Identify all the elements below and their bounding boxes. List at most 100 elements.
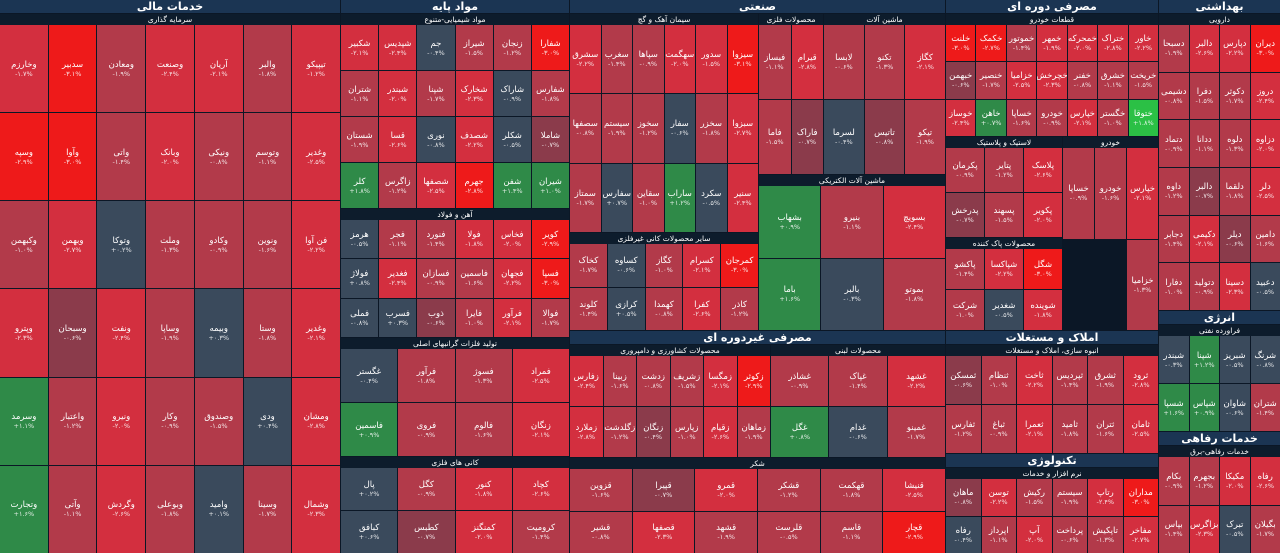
stock-tile[interactable]: خاهن +۰.۷% — [976, 99, 1006, 136]
stock-tile[interactable]: آپ -۲.۰% — [1017, 516, 1052, 553]
stock-tile[interactable]: قهکمت -۱.۸% — [820, 469, 883, 511]
stock-tile[interactable]: شغدیر -۰.۵% — [985, 290, 1023, 330]
stock-tile[interactable]: فسرب +۰.۳% — [379, 298, 417, 337]
stock-tile[interactable]: کگل -۰.۹% — [398, 468, 455, 510]
stock-tile[interactable]: قلرست -۰.۵% — [758, 511, 820, 553]
stock-tile[interactable]: شبندر -۰.۳% — [1159, 336, 1189, 383]
stock-tile[interactable]: دکوثر -۱.۷% — [1220, 72, 1250, 120]
stock-tile[interactable]: سبزوا -۲.۷% — [727, 94, 758, 163]
stock-tile[interactable]: پلاسک -۲.۶% — [1024, 148, 1062, 192]
stock-tile[interactable]: خگستر -۱.۰% — [1098, 99, 1128, 136]
stock-tile[interactable]: وکادو -۰.۹% — [194, 201, 243, 289]
stock-tile[interactable]: آریان -۲.۱% — [194, 25, 243, 113]
stock-tile[interactable]: دسینا -۲.۳% — [1220, 263, 1250, 310]
stock-tile[interactable]: رکیش -۱.۵% — [1017, 479, 1052, 516]
stock-tile[interactable]: والبر -۱.۸% — [243, 25, 292, 113]
stock-tile[interactable]: وبانک -۲.۰% — [146, 113, 194, 201]
stock-tile[interactable]: اپرداز -۱.۱% — [981, 516, 1016, 553]
stock-tile[interactable]: دزاوه -۲.۰% — [1250, 120, 1280, 167]
stock-tile[interactable]: فولا -۱.۸% — [455, 220, 493, 259]
stock-tile[interactable]: سمتاز -۱.۷% — [570, 163, 601, 232]
stock-tile[interactable]: پکویر -۲.۰% — [1024, 193, 1062, 237]
stock-tile[interactable]: بزاگرس -۲.۳% — [1189, 505, 1219, 553]
stock-tile[interactable]: زمگسا -۲.۱% — [704, 356, 737, 406]
stock-tile[interactable]: ثعمرا -۲.۱% — [1017, 405, 1052, 453]
stock-tile[interactable]: شپنا +۱.۲% — [1189, 336, 1219, 383]
stock-tile[interactable]: سهگمت -۲.۰% — [664, 25, 695, 94]
stock-tile[interactable]: وصنعت -۲.۴% — [146, 25, 194, 113]
stock-tile[interactable]: قشکر -۱.۲% — [758, 469, 820, 511]
stock-tile[interactable]: شکلر -۰.۵% — [493, 117, 531, 162]
stock-tile[interactable]: خودرو -۰.۹% — [1037, 99, 1067, 136]
stock-tile[interactable]: بنیرو -۱.۱% — [821, 186, 883, 258]
stock-tile[interactable]: شپدیس -۲.۴% — [379, 25, 417, 70]
stock-tile[interactable]: فاما -۱.۵% — [759, 100, 791, 174]
stock-tile[interactable]: هرمز -۰.۵% — [341, 220, 379, 259]
stock-tile[interactable]: فخاس -۲.۰% — [493, 220, 531, 259]
stock-tile[interactable]: شاوان -۰.۶% — [1220, 384, 1250, 431]
stock-tile[interactable]: وکبهمن -۱.۰% — [0, 201, 48, 289]
stock-tile[interactable]: کگاز -۲.۱% — [905, 25, 945, 99]
stock-tile[interactable]: شپاکسا -۲.۲% — [985, 249, 1023, 289]
stock-tile[interactable]: بپاس -۱.۴% — [1159, 505, 1189, 553]
stock-tile[interactable]: پکرمان -۰.۹% — [946, 148, 984, 192]
stock-tile[interactable]: ثاخت -۲.۲% — [1017, 356, 1052, 404]
stock-tile[interactable]: وگردش -۲.۶% — [97, 465, 146, 553]
stock-tile[interactable]: ثامان -۲.۵% — [1123, 405, 1158, 453]
stock-tile[interactable]: شگل -۳.۰% — [1024, 249, 1062, 289]
stock-tile[interactable]: فیساز -۱.۱% — [759, 25, 791, 99]
stock-tile[interactable]: کخاک -۱.۷% — [570, 244, 607, 287]
stock-tile[interactable]: خبهمن -۰.۶% — [946, 62, 976, 99]
stock-tile[interactable]: شفارا -۳.۰% — [531, 25, 569, 70]
stock-tile[interactable]: تاتیس -۰.۸% — [864, 100, 905, 174]
stock-tile[interactable]: فمراد -۲.۵% — [512, 349, 569, 402]
stock-tile[interactable]: فروی -۰.۹% — [398, 403, 455, 456]
stock-tile[interactable]: وستا -۱.۸% — [243, 289, 292, 377]
stock-tile[interactable]: وسرمد +۱.۱% — [0, 377, 48, 465]
stock-tile[interactable]: ختراک -۲.۸% — [1098, 25, 1128, 62]
stock-tile[interactable]: پتایر -۱.۲% — [985, 148, 1023, 192]
stock-tile[interactable]: فجر -۱.۱% — [379, 220, 417, 259]
stock-tile[interactable]: فاسمین -۱.۶% — [455, 259, 493, 298]
stock-tile[interactable]: کنور -۱.۸% — [455, 468, 512, 510]
stock-tile[interactable]: ونیکی -۰.۸% — [194, 113, 243, 201]
stock-tile[interactable]: قصفها -۲.۳% — [632, 511, 695, 553]
stock-tile[interactable]: کرومیت -۱.۴% — [512, 511, 569, 553]
stock-tile[interactable]: دتماد -۰.۹% — [1159, 120, 1189, 167]
stock-tile[interactable]: قپیرا -۰.۷% — [632, 469, 695, 511]
stock-tile[interactable]: سکرد -۰.۵% — [696, 163, 727, 232]
stock-tile[interactable]: ثپردیس -۱.۴% — [1052, 356, 1087, 404]
stock-tile[interactable]: بکام -۰.۹% — [1159, 457, 1189, 505]
stock-tile[interactable]: ونیرو -۲.۰% — [97, 377, 146, 465]
stock-tile[interactable]: غپاک -۱.۴% — [829, 356, 887, 406]
stock-tile[interactable]: شصدف -۲.۲% — [455, 117, 493, 162]
stock-tile[interactable]: دروز -۲.۴% — [1250, 72, 1280, 120]
stock-tile[interactable]: پسهند -۱.۵% — [985, 193, 1023, 237]
stock-tile[interactable]: قسا -۲.۶% — [379, 117, 417, 162]
stock-tile[interactable]: رفاه -۰.۴% — [946, 516, 981, 553]
stock-tile[interactable]: خفنر -۰.۸% — [1067, 62, 1098, 99]
stock-tile[interactable]: کاذر -۱.۲% — [721, 287, 758, 330]
stock-tile[interactable]: زپارس -۱.۰% — [670, 407, 703, 457]
stock-tile[interactable]: وصندوق -۱.۵% — [194, 377, 243, 465]
stock-tile[interactable]: شپنا -۱.۷% — [417, 71, 455, 116]
stock-tile[interactable]: پدرخش -۰.۷% — [946, 193, 984, 237]
stock-tile[interactable]: غدام -۰.۶% — [829, 407, 887, 457]
stock-tile[interactable]: سقاین -۱.۰% — [633, 163, 664, 232]
stock-tile[interactable]: بگیلان -۱.۷% — [1250, 505, 1280, 553]
stock-tile[interactable]: ثرود -۲.۸% — [1123, 356, 1158, 404]
stock-tile[interactable]: قیرام -۲.۸% — [791, 25, 823, 99]
stock-tile[interactable]: وغدیر -۲.۵% — [292, 113, 340, 201]
stock-tile[interactable]: دیران -۳.۰% — [1250, 25, 1280, 72]
stock-tile[interactable]: جهرم -۲.۸% — [455, 163, 493, 208]
stock-tile[interactable]: کفرا -۲.۶% — [683, 287, 721, 330]
stock-tile[interactable]: وملت -۱.۳% — [146, 201, 194, 289]
stock-tile[interactable]: واعتبار -۱.۲% — [48, 377, 97, 465]
stock-tile[interactable]: شبندر -۲.۰% — [379, 71, 417, 116]
stock-tile[interactable]: کمنگنز -۲.۰% — [455, 511, 512, 553]
stock-tile[interactable]: کهمدا -۰.۸% — [645, 287, 683, 330]
stock-tile[interactable]: فنورد -۱.۴% — [417, 220, 455, 259]
stock-tile[interactable]: خودرو -۱.۶% — [1095, 148, 1126, 239]
stock-tile[interactable]: جم -۰.۴% — [417, 25, 455, 70]
stock-tile[interactable]: کویر -۲.۹% — [531, 220, 569, 259]
